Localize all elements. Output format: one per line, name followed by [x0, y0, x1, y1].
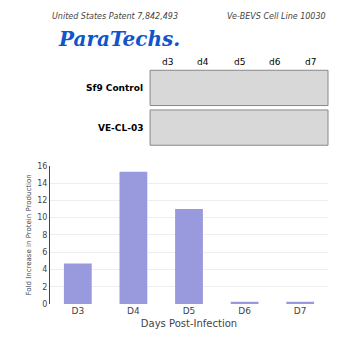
svg-text:Days Post-Infection: Days Post-Infection	[141, 318, 237, 329]
svg-text:Sf9 Control: Sf9 Control	[86, 83, 143, 93]
svg-text:d5: d5	[234, 57, 245, 67]
svg-text:D7: D7	[294, 306, 307, 316]
svg-text:12: 12	[37, 196, 47, 205]
svg-text:4: 4	[42, 265, 47, 274]
svg-text:d7: d7	[305, 57, 316, 67]
svg-text:8: 8	[42, 231, 47, 240]
svg-text:Ve-BEVS Cell Line 10030: Ve-BEVS Cell Line 10030	[227, 12, 326, 21]
svg-text:d4: d4	[197, 57, 209, 67]
svg-text:10: 10	[37, 213, 47, 222]
svg-text:D6: D6	[238, 306, 251, 316]
svg-text:d3: d3	[162, 57, 173, 67]
svg-text:0: 0	[42, 300, 47, 309]
svg-text:2: 2	[42, 283, 47, 292]
svg-text:16: 16	[37, 162, 47, 171]
svg-text:D5: D5	[183, 306, 196, 316]
svg-text:Fold Increase in Protein Produ: Fold Increase in Protein Production	[25, 174, 33, 295]
svg-text:D3: D3	[71, 306, 84, 316]
svg-text:United States Patent 7,842,493: United States Patent 7,842,493	[52, 12, 178, 21]
svg-text:ParaTechs.: ParaTechs.	[58, 27, 180, 51]
svg-text:d6: d6	[269, 57, 281, 67]
svg-text:14: 14	[37, 179, 47, 188]
svg-text:VE-CL-03: VE-CL-03	[98, 123, 143, 133]
svg-text:D4: D4	[127, 306, 140, 316]
svg-text:6: 6	[42, 248, 47, 257]
